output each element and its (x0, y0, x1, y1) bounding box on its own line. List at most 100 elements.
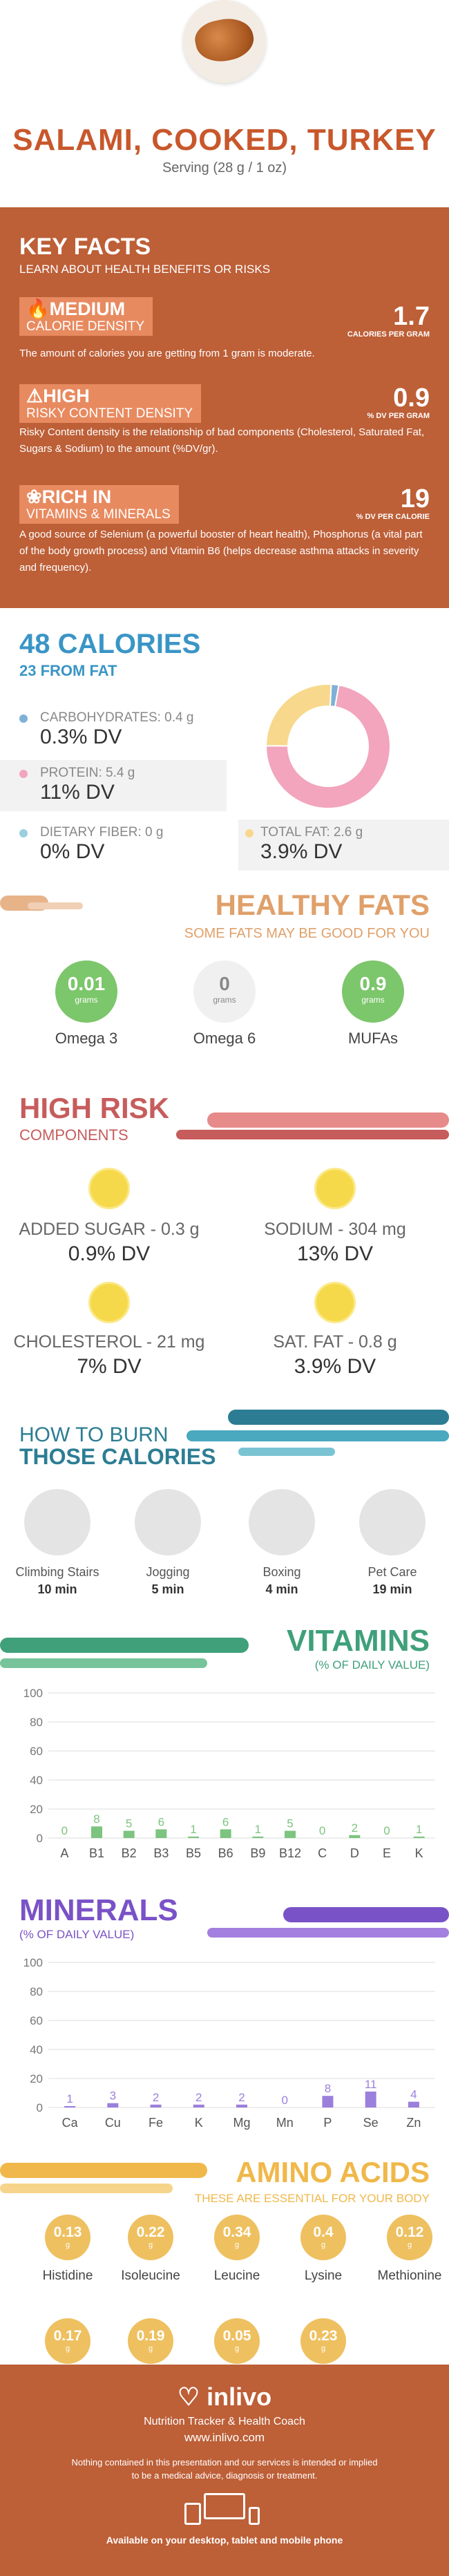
heart-icon: ♡ (177, 2383, 207, 2411)
warning-icon: ⚠ (26, 386, 44, 406)
bar-value-label: 0 (383, 1824, 390, 1837)
macro-fat: TOTAL FAT: 2.6 g 3.9% DV (238, 820, 449, 871)
amino-title: AMINO ACIDS (236, 2156, 430, 2188)
flame-icon: 🔥 (26, 299, 50, 319)
amino-name: Lysine (304, 2269, 343, 2283)
bar-value-label: 1 (416, 1823, 422, 1836)
high-risk-title: HIGH RISK (19, 1092, 170, 1124)
bar-Zn (408, 2101, 419, 2108)
stripe (28, 902, 83, 909)
calories-donut (265, 683, 391, 809)
amino-name: Leucine (213, 2269, 260, 2283)
healthy-fats-subtitle: SOME FATS MAY BE GOOD FOR YOU (184, 926, 430, 941)
x-tick-label: Mg (233, 2116, 250, 2130)
bar-Mg (236, 2104, 247, 2108)
x-tick-label: B6 (218, 1846, 233, 1860)
boxing-icon (249, 1489, 315, 1555)
added-sugar-dv: 0.9% DV (68, 1242, 151, 1265)
serving-size: Serving (28 g / 1 oz) (162, 160, 287, 176)
stripe (238, 1448, 335, 1456)
stripe (228, 1410, 449, 1425)
bar-value-label: 2 (238, 2091, 245, 2104)
stripe (0, 2184, 173, 2193)
calories-from-fat: 23 FROM FAT (19, 662, 117, 679)
x-tick-label: B3 (153, 1846, 169, 1860)
x-tick-label: Mn (276, 2116, 294, 2130)
footer-url[interactable]: www.inlivo.com (184, 2431, 265, 2444)
bar-value-label: 2 (352, 1821, 358, 1835)
cholesterol-dv: 7% DV (77, 1355, 142, 1378)
leaf-icon: ❀ (26, 486, 42, 507)
amino-subtitle: THESE ARE ESSENTIAL FOR YOUR BODY (194, 2192, 430, 2205)
pet-care-icon (359, 1489, 426, 1555)
fiber-dot (19, 829, 28, 837)
amino-circle-isoleucine: 0.22 g (128, 2215, 173, 2260)
omega6-circle: 0 grams (193, 960, 256, 1023)
added-sugar-label: ADDED SUGAR - 0.3 g (19, 1220, 200, 1239)
y-tick-label: 40 (30, 2043, 43, 2056)
y-tick-label: 80 (30, 1985, 43, 1998)
bar-value-label: 6 (158, 1815, 164, 1828)
calorie-density-desc: The amount of calories you are getting f… (19, 348, 315, 359)
smiley-icon (314, 1282, 356, 1323)
bar-value-label: 5 (126, 1817, 132, 1830)
bar-D (349, 1835, 361, 1838)
vitamins-minerals-value: 19 % DV PER CALORIE (356, 484, 430, 521)
bar-value-label: 2 (195, 2091, 202, 2104)
amino-circle-lysine: 0.4 g (300, 2215, 346, 2260)
disclaimer-line1: Nothing contained in this presentation a… (71, 2457, 378, 2468)
omega6-label: Omega 6 (193, 1030, 256, 1047)
bar-Fe (150, 2104, 162, 2108)
available-text: Available on your desktop, tablet and mo… (106, 2535, 343, 2546)
stripe (176, 1130, 449, 1139)
x-tick-label: Fe (149, 2116, 163, 2130)
bar-value-label: 1 (66, 2092, 73, 2105)
amino-circle-leucine: 0.34 g (214, 2215, 260, 2260)
y-tick-label: 100 (23, 1956, 43, 1969)
stripe (0, 1638, 249, 1653)
bar-B3 (155, 1829, 167, 1838)
x-tick-label: Zn (406, 2116, 421, 2130)
x-tick-label: B1 (89, 1846, 104, 1860)
x-tick-label: B5 (186, 1846, 201, 1860)
jogging-icon (135, 1489, 201, 1555)
activity-time: 5 min (151, 1582, 184, 1596)
bar-value-label: 8 (93, 1812, 99, 1826)
cholesterol-label: CHOLESTEROL - 21 mg (13, 1332, 205, 1352)
bar-value-label: 0 (319, 1824, 325, 1837)
y-tick-label: 40 (30, 1774, 43, 1787)
x-tick-label: P (323, 2116, 332, 2130)
bar-B5 (188, 1836, 199, 1838)
bar-value-label: 0 (61, 1824, 68, 1837)
footer: ♡ inlivo Nutrition Tracker & Health Coac… (0, 2365, 449, 2576)
stripe (207, 1928, 449, 1938)
x-tick-label: B9 (250, 1846, 265, 1860)
smiley-icon (88, 1168, 130, 1209)
macro-protein: PROTEIN: 5.4 g 11% DV (0, 760, 227, 811)
fat-dot (245, 829, 254, 837)
amino-circle-histidine: 0.13 g (45, 2215, 90, 2260)
bar-B12 (285, 1830, 296, 1838)
amino-name: Methionine (377, 2269, 442, 2283)
macro-carbs: CARBOHYDRATES: 0.4 g 0.3% DV (19, 705, 227, 756)
stripe (207, 1112, 449, 1128)
amino-circle-methionine: 0.12 g (387, 2215, 432, 2260)
key-facts-title: KEY FACTS (19, 234, 151, 260)
y-tick-label: 0 (37, 2101, 43, 2114)
amino-name: Isoleucine (121, 2269, 180, 2283)
vitamins-minerals-desc: A good source of Selenium (a powerful bo… (19, 529, 423, 574)
bar-value-label: 5 (287, 1817, 293, 1830)
protein-dot (19, 770, 28, 778)
x-tick-label: Cu (105, 2116, 121, 2130)
x-tick-label: B2 (122, 1846, 137, 1860)
donut-slice-protein (265, 684, 391, 809)
x-tick-label: Se (363, 2116, 379, 2130)
bar-value-label: 6 (222, 1815, 229, 1828)
x-tick-label: D (350, 1846, 359, 1860)
bar-value-label: 0 (281, 2094, 287, 2107)
mufas-label: MUFAs (347, 1030, 399, 1047)
calorie-density-label: 🔥MEDIUM CALORIE DENSITY (19, 297, 153, 336)
minerals-subtitle: (% OF DAILY VALUE) (19, 1928, 135, 1941)
bar-B2 (123, 1830, 135, 1838)
high-risk-subtitle: COMPONENTS (19, 1126, 128, 1144)
